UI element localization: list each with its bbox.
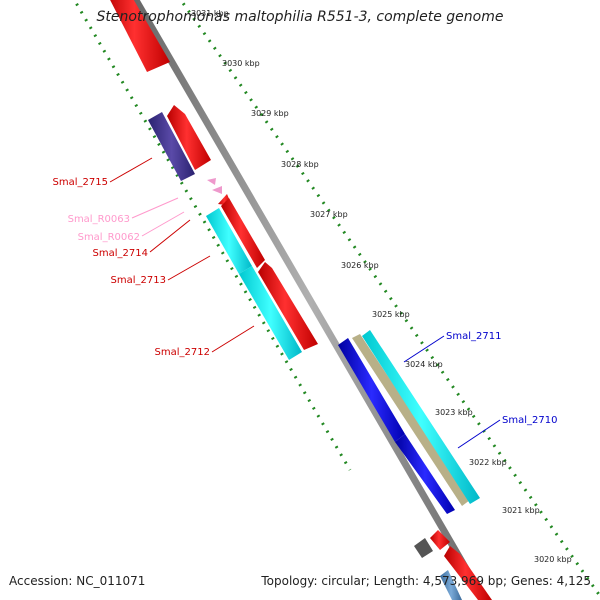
tick-label: 3031 kbp <box>191 9 229 18</box>
tick-label: 3024 kbp <box>405 360 443 369</box>
smal-r0063-feature <box>207 178 216 185</box>
map-title: Stenotrophomonas maltophilia R551-3, com… <box>96 9 504 25</box>
leader-smal-2711 <box>403 335 445 363</box>
smal-2712-feature <box>258 262 318 350</box>
leader-smal-r0063 <box>131 197 179 219</box>
accession-label: Accession: NC_011071 <box>9 574 146 588</box>
gene-label-smal-2714[interactable]: Smal_2714 <box>93 248 148 259</box>
tick-label: 3029 kbp <box>251 109 289 118</box>
gene-label-smal-2715[interactable]: Smal_2715 <box>53 177 108 188</box>
tick-label: 3022 kbp <box>469 458 507 467</box>
tick-label: 3027 kbp <box>310 210 348 219</box>
cyan-track <box>362 330 480 504</box>
gene-feature-2715b <box>167 105 211 170</box>
smal-2712-cyan <box>239 266 302 360</box>
outer-dotted-ring <box>72 0 352 471</box>
tick-label: 3020 kbp <box>534 555 572 564</box>
leader-smal-2712 <box>211 325 255 353</box>
leader-smal-r0062 <box>141 211 185 237</box>
gene-feature-top <box>110 0 170 72</box>
gene-label-smal-2713[interactable]: Smal_2713 <box>111 275 166 286</box>
leader-smal-2715 <box>109 157 153 183</box>
gene-label-smal-r0063[interactable]: Smal_R0063 <box>68 214 130 225</box>
smal-2713-feature <box>221 198 265 268</box>
smal-2711-blue <box>338 338 405 442</box>
tick-label: 3026 kbp <box>341 261 379 270</box>
gene-feature-bottom-steel <box>440 570 462 600</box>
smal-2710-blue <box>395 434 455 514</box>
leader-smal-2713 <box>167 255 211 281</box>
gene-label-smal-2711[interactable]: Smal_2711 <box>446 331 501 342</box>
leader-smal-2714 <box>149 219 191 253</box>
gene-feature-bottom-2 <box>444 546 492 600</box>
tick-label: 3030 kbp <box>222 59 260 68</box>
tick-label: 3028 kbp <box>281 160 319 169</box>
smal-2715-feature <box>148 112 195 181</box>
tick-label: 3023 kbp <box>435 408 473 417</box>
gene-label-smal-r0062[interactable]: Smal_R0062 <box>78 232 140 243</box>
smal-r0062-feature <box>212 186 222 194</box>
leader-smal-2710 <box>457 419 501 449</box>
tick-label: 3021 kbp <box>502 506 540 515</box>
gene-feature-bottom-1 <box>430 530 450 550</box>
scale-ticks: 3031 kbp 3030 kbp 3029 kbp 3028 kbp 3027… <box>191 9 572 564</box>
gene-label-smal-2710[interactable]: Smal_2710 <box>502 415 557 426</box>
gene-feature-gray <box>414 538 433 558</box>
genome-backbone <box>131 0 489 600</box>
topology-label: Topology: circular; Length: 4,573,969 bp… <box>261 574 591 588</box>
olive-track <box>352 334 470 506</box>
tick-label: 3025 kbp <box>372 310 410 319</box>
gene-label-smal-2712[interactable]: Smal_2712 <box>155 347 210 358</box>
smal-2713-cyan <box>206 208 252 274</box>
